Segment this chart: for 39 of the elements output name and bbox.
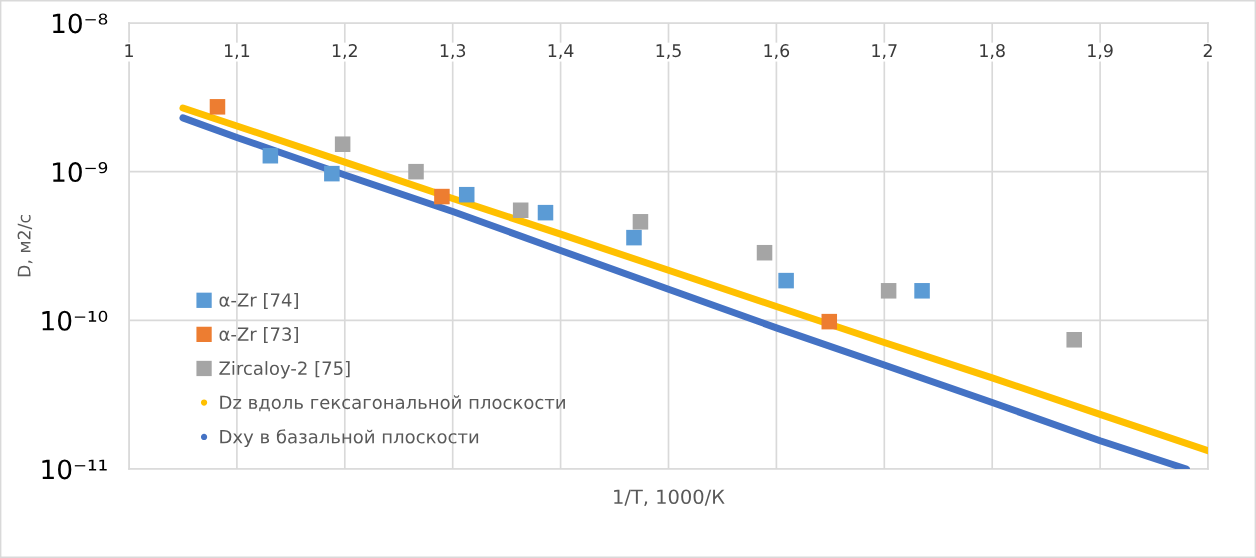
legend-label: α-Zr [73] (219, 326, 298, 344)
point (626, 229, 642, 246)
point (821, 313, 838, 330)
y-axis-title: D, м2/с (17, 215, 33, 277)
point (209, 99, 226, 115)
y-tick-label: 10⁻⁸ (52, 13, 108, 34)
point (408, 163, 424, 180)
x-tick-label: 1,6 (764, 44, 790, 59)
x-tick-label: 1,8 (980, 44, 1005, 59)
x-tick-label: 1,1 (225, 44, 250, 59)
x-tick-label: 1,5 (656, 44, 681, 59)
point (756, 244, 773, 261)
point (537, 204, 554, 221)
x-tick-label: 1,9 (1088, 44, 1113, 59)
y-tick-label: 10⁻⁹ (52, 162, 108, 183)
point (262, 147, 279, 164)
point (632, 214, 649, 230)
point (512, 202, 529, 219)
x-tick-label: 1,7 (872, 44, 897, 59)
point (324, 165, 340, 182)
x-tick-label: 1,2 (332, 44, 357, 59)
point (778, 272, 794, 289)
point (434, 188, 450, 205)
legend-label: α-Zr [74] (219, 292, 298, 309)
point (1066, 332, 1082, 348)
x-tick-label: 1,4 (548, 44, 574, 59)
x-tick-label: 1,3 (440, 44, 466, 59)
point (458, 186, 475, 203)
x-axis-title: 1/T, 1000/К (614, 489, 725, 507)
y-tick-label: 10⁻¹⁰ (42, 310, 108, 331)
legend-label: Dz вдоль гексагональной плоскости (220, 395, 565, 412)
legend-label: Dxy в базальной плоскости (220, 429, 479, 448)
y-tick-label: 10⁻¹¹ (42, 459, 107, 480)
point (914, 283, 930, 299)
x-tick-label: 2 (1203, 44, 1212, 57)
x-tick-label: 1 (125, 44, 133, 57)
point (334, 136, 351, 152)
point (880, 283, 897, 299)
legend-label: Zircaloy-2 [75] (219, 361, 350, 379)
